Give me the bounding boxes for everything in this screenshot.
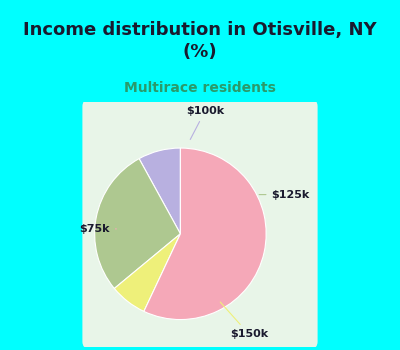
Text: $75k: $75k bbox=[79, 224, 116, 234]
Text: Income distribution in Otisville, NY
(%): Income distribution in Otisville, NY (%) bbox=[23, 21, 377, 61]
FancyBboxPatch shape bbox=[82, 99, 318, 349]
Text: $150k: $150k bbox=[220, 302, 268, 339]
Wedge shape bbox=[114, 234, 180, 312]
Wedge shape bbox=[95, 159, 180, 288]
Text: Multirace residents: Multirace residents bbox=[124, 80, 276, 94]
Text: $100k: $100k bbox=[186, 106, 224, 139]
Wedge shape bbox=[144, 148, 266, 320]
Text: $125k: $125k bbox=[259, 190, 310, 200]
Wedge shape bbox=[139, 148, 180, 234]
